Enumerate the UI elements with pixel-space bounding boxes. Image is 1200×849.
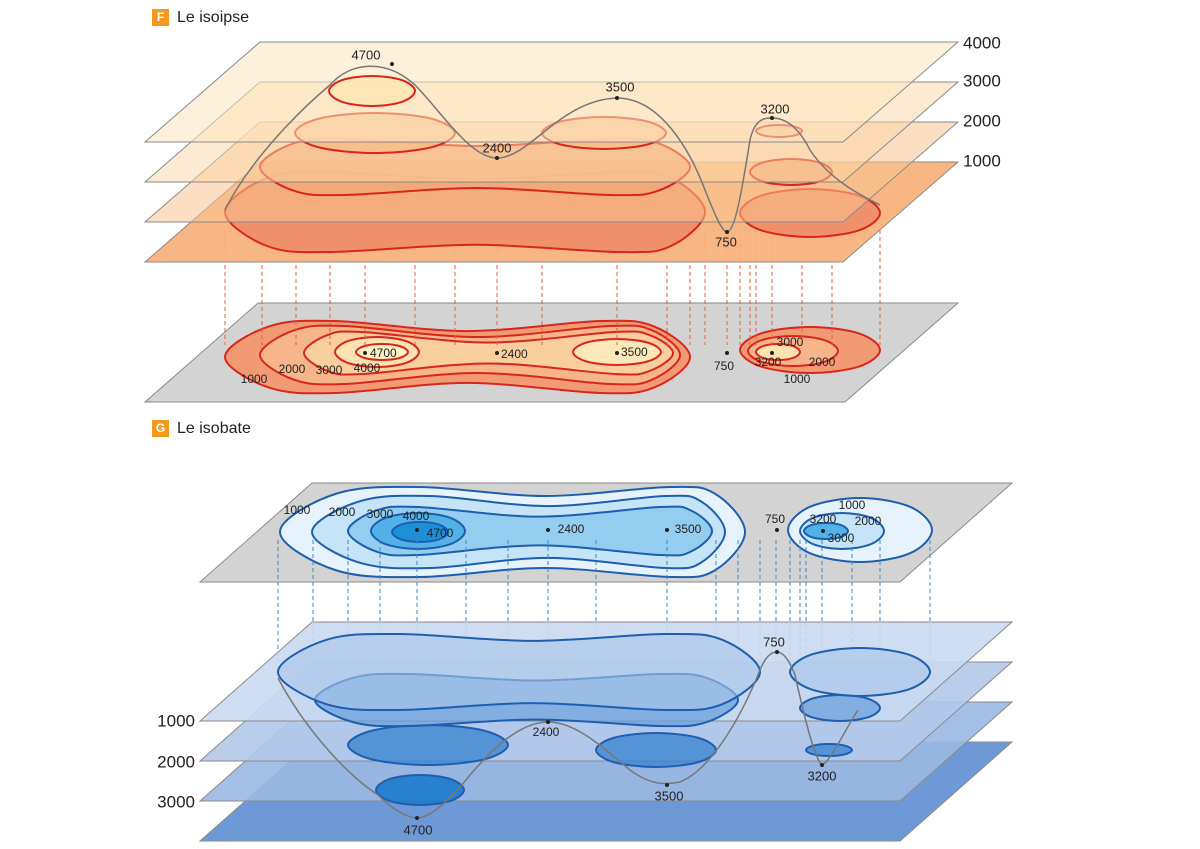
drawing — [143, 41, 1014, 842]
section-title: Le isobate — [177, 420, 251, 437]
contour — [374, 773, 466, 807]
point — [363, 351, 367, 355]
label: 2000 — [157, 752, 195, 771]
label: 3000 — [777, 335, 804, 349]
contour — [346, 723, 510, 767]
section-title: Le isoipse — [177, 9, 249, 26]
label: 3500 — [675, 522, 702, 536]
point — [415, 816, 419, 820]
label: 3000 — [963, 71, 1001, 90]
label: 3500 — [621, 345, 648, 359]
label: 2000 — [809, 355, 836, 369]
label: 4000 — [354, 361, 381, 375]
label: 4700 — [427, 526, 454, 540]
point — [775, 650, 779, 654]
label: 3200 — [755, 355, 782, 369]
point — [725, 230, 729, 234]
label: 4700 — [370, 346, 397, 360]
contour — [594, 731, 718, 769]
contour — [798, 693, 882, 723]
label: 2000 — [329, 505, 356, 519]
contour — [354, 342, 410, 362]
label: 1000 — [963, 151, 1001, 170]
point — [821, 529, 825, 533]
label: 4000 — [963, 33, 1001, 52]
label: 2000 — [963, 111, 1001, 130]
contour — [327, 74, 417, 108]
point — [546, 528, 550, 532]
label: 750 — [715, 234, 737, 249]
point — [725, 351, 729, 355]
profile — [277, 651, 859, 819]
label: 1000 — [839, 498, 866, 512]
badge-letter: G — [156, 421, 165, 435]
contour — [276, 632, 762, 712]
label: 3200 — [810, 512, 837, 526]
label: 750 — [765, 512, 785, 526]
label: 3200 — [761, 101, 790, 116]
point — [495, 351, 499, 355]
label: 3000 — [828, 531, 855, 545]
label: 2000 — [279, 362, 306, 376]
label: 4700 — [352, 47, 381, 62]
label: 750 — [714, 359, 734, 373]
label: 750 — [763, 634, 785, 649]
label: 1000 — [784, 372, 811, 386]
plane — [143, 41, 960, 143]
label: 3000 — [316, 363, 343, 377]
label: 2400 — [483, 140, 512, 155]
label: 1000 — [241, 372, 268, 386]
label: 1000 — [284, 503, 311, 517]
badge — [152, 9, 169, 26]
label: 3200 — [808, 768, 837, 783]
contour — [754, 342, 802, 362]
label: 2000 — [855, 514, 882, 528]
point — [770, 351, 774, 355]
badge-letter: F — [157, 10, 164, 24]
label: 2400 — [501, 347, 528, 361]
label: 3500 — [655, 788, 684, 803]
point — [665, 528, 669, 532]
label: 4000 — [403, 509, 430, 523]
point — [775, 528, 779, 532]
point — [770, 116, 774, 120]
point — [615, 351, 619, 355]
label: 2400 — [533, 725, 560, 739]
point — [615, 96, 619, 100]
point — [820, 763, 824, 767]
label: 3000 — [367, 507, 394, 521]
label: 3000 — [157, 792, 195, 811]
point — [390, 62, 394, 66]
contour — [802, 521, 850, 541]
label: 1000 — [157, 711, 195, 730]
point — [495, 156, 499, 160]
label: 2400 — [558, 522, 585, 536]
point — [546, 720, 550, 724]
badge — [152, 420, 169, 437]
point — [665, 783, 669, 787]
contour — [390, 520, 450, 544]
label: 4700 — [404, 822, 433, 837]
label: 3500 — [606, 79, 635, 94]
point — [415, 528, 419, 532]
contour — [788, 646, 932, 698]
